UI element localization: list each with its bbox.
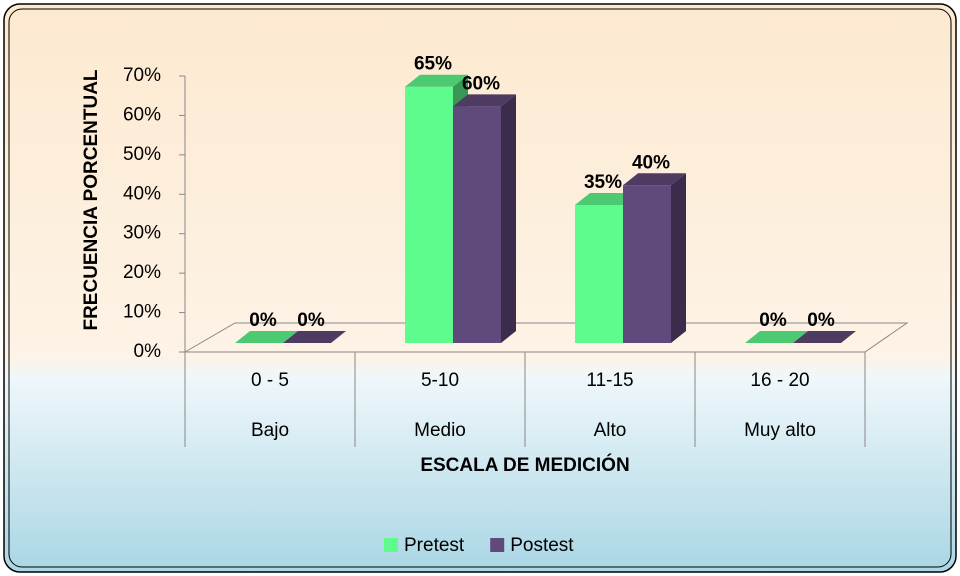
x-group-label: Bajo <box>251 420 289 441</box>
bar-face <box>405 86 453 343</box>
bar <box>623 173 686 343</box>
bar <box>453 94 516 343</box>
x-group-label: Muy alto <box>744 420 816 441</box>
value-label: 35% <box>584 172 622 193</box>
bar <box>283 331 346 343</box>
bar-face <box>283 331 346 343</box>
x-tick-label: 11-15 <box>586 370 633 391</box>
value-label: 0% <box>297 310 325 331</box>
bar <box>793 331 856 343</box>
bar-face <box>575 205 623 343</box>
bar-face <box>453 106 501 343</box>
bar-face <box>501 94 516 343</box>
legend-swatch <box>384 538 398 552</box>
x-axis-title: ESCALA DE MEDICIÓN <box>420 454 629 476</box>
value-label: 40% <box>632 152 670 173</box>
bar <box>235 331 298 343</box>
y-tick-label: 60% <box>123 104 161 125</box>
x-tick-label: 0 - 5 <box>251 370 289 391</box>
x-group-label: Medio <box>414 420 466 441</box>
x-tick-label: 5-10 <box>421 370 459 391</box>
y-tick-label: 70% <box>123 65 161 86</box>
x-group-label: Alto <box>594 420 627 441</box>
floor <box>183 322 909 353</box>
value-label: 0% <box>249 310 277 331</box>
bar-face <box>623 173 686 186</box>
bar-face <box>623 185 671 343</box>
bar-face <box>671 173 686 343</box>
y-tick-label: 50% <box>123 144 161 165</box>
y-axis-title: FRECUENCIA PORCENTUAL <box>81 69 102 330</box>
value-label: 60% <box>462 73 500 94</box>
legend-swatch <box>490 538 505 552</box>
value-label: 65% <box>414 54 452 75</box>
bar-face <box>745 331 808 343</box>
y-tick-label: 30% <box>123 223 161 244</box>
value-label: 0% <box>759 310 787 331</box>
value-label: 0% <box>807 310 835 331</box>
bar <box>745 331 808 343</box>
legend-label: Postest <box>510 535 574 556</box>
y-tick-label: 40% <box>123 183 161 204</box>
x-tick-label: 16 - 20 <box>750 370 809 391</box>
legend-label: Pretest <box>404 535 465 556</box>
y-tick-label: 10% <box>123 302 161 323</box>
bar-face <box>453 94 516 107</box>
y-tick-label: 20% <box>123 262 161 283</box>
frame <box>8 8 952 568</box>
bar-face <box>575 193 638 205</box>
bar-face <box>235 331 298 343</box>
bar-face <box>793 331 856 343</box>
y-tick-label: 0% <box>134 341 162 362</box>
bar-face <box>405 74 468 87</box>
